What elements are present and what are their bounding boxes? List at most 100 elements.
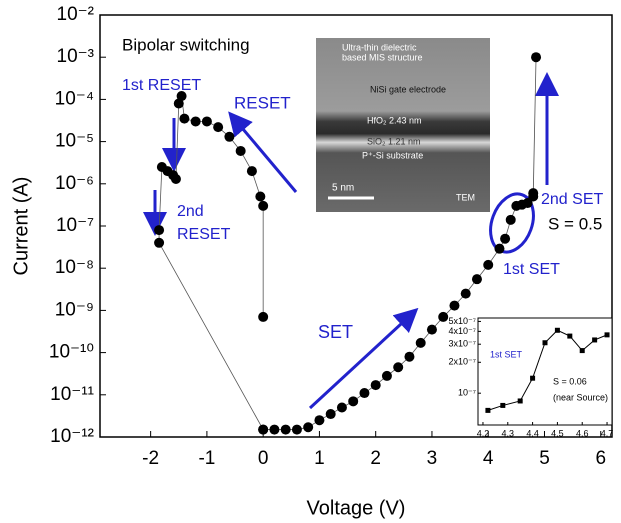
y-tick-label: 10⁻¹⁰ bbox=[49, 342, 94, 363]
x-tick-label: 4.5 bbox=[551, 428, 564, 438]
point bbox=[449, 300, 460, 311]
annotation: RESET bbox=[177, 226, 231, 243]
annotation: (near Source) bbox=[553, 392, 608, 402]
y-tick-label: 10⁻⁴ bbox=[55, 88, 94, 109]
point bbox=[522, 198, 533, 209]
annotation: HfO₂ 2.43 nm bbox=[367, 115, 422, 125]
x-tick-label: 3 bbox=[427, 448, 438, 469]
point bbox=[201, 116, 212, 127]
y-tick-label: 10⁻¹¹ bbox=[50, 384, 94, 405]
point bbox=[359, 388, 370, 399]
point bbox=[415, 337, 426, 348]
x-tick-label: -2 bbox=[142, 448, 159, 469]
point bbox=[336, 402, 347, 413]
x-tick-label: 4 bbox=[483, 448, 494, 469]
annotation: SET bbox=[318, 322, 353, 342]
point bbox=[224, 131, 235, 142]
point bbox=[303, 422, 314, 433]
point bbox=[567, 333, 573, 339]
annotation: Bipolar switching bbox=[122, 35, 250, 54]
x-tick-label: 4.7 bbox=[601, 428, 614, 438]
point bbox=[505, 214, 516, 225]
point bbox=[269, 424, 280, 435]
point bbox=[530, 375, 536, 381]
y-tick-label: 10⁻³ bbox=[57, 46, 95, 67]
y-tick-label: 3x10⁻⁷ bbox=[448, 339, 476, 349]
annotation: 5 nm bbox=[332, 183, 354, 194]
point bbox=[426, 324, 437, 335]
point bbox=[517, 398, 523, 404]
x-tick-label: 2 bbox=[370, 448, 381, 469]
annotation: based MIS structure bbox=[342, 52, 423, 62]
point bbox=[291, 424, 302, 435]
y-tick-label: 10⁻⁹ bbox=[55, 299, 94, 320]
annotation: Ultra-thin dielectric bbox=[342, 42, 417, 52]
point bbox=[528, 188, 539, 199]
point bbox=[179, 113, 190, 124]
tem-image bbox=[316, 38, 490, 212]
y-tick-label: 10⁻⁶ bbox=[55, 173, 94, 194]
point bbox=[348, 396, 359, 407]
point bbox=[579, 348, 585, 354]
x-tick-label: 1 bbox=[314, 448, 325, 469]
plot-frame bbox=[477, 317, 613, 426]
annotation: 2nd bbox=[177, 203, 204, 220]
point bbox=[554, 327, 560, 333]
point bbox=[500, 402, 506, 408]
x-tick-label: 5 bbox=[539, 448, 550, 469]
point bbox=[235, 145, 246, 156]
point bbox=[154, 237, 165, 248]
point bbox=[176, 91, 187, 102]
point bbox=[325, 409, 336, 420]
x-tick-label: -1 bbox=[198, 448, 215, 469]
y-tick-label: 5x10⁻⁷ bbox=[448, 316, 476, 326]
point bbox=[494, 243, 505, 254]
point bbox=[314, 415, 325, 426]
annotation: RESET bbox=[234, 93, 291, 112]
point bbox=[604, 332, 610, 338]
annotation: 1st RESET bbox=[122, 77, 201, 94]
point bbox=[381, 370, 392, 381]
y-tick-label: 10⁻⁵ bbox=[55, 131, 94, 152]
point bbox=[592, 337, 598, 343]
y-tick-label: 2x10⁻⁷ bbox=[448, 357, 476, 367]
x-tick-label: 4.2 bbox=[477, 428, 490, 438]
y-tick-label: 10⁻⁷ bbox=[458, 388, 476, 398]
y-axis-label: Current (A) bbox=[10, 177, 32, 276]
point bbox=[485, 407, 491, 413]
point bbox=[255, 191, 266, 202]
x-axis-label: Voltage (V) bbox=[307, 497, 406, 519]
point bbox=[280, 424, 291, 435]
x-tick-label: 0 bbox=[258, 448, 269, 469]
point bbox=[370, 380, 381, 391]
annotation: 1st SET bbox=[490, 349, 523, 359]
point bbox=[542, 340, 548, 346]
annotation: S = 0.5 bbox=[548, 214, 602, 233]
point bbox=[258, 311, 269, 322]
point bbox=[258, 200, 269, 211]
annotation: S = 0.06 bbox=[553, 376, 587, 386]
point bbox=[438, 311, 449, 322]
annotation: 1st SET bbox=[503, 261, 560, 278]
x-tick-label: 6 bbox=[595, 448, 606, 469]
point bbox=[460, 288, 471, 299]
y-tick-label: 10⁻¹² bbox=[50, 426, 94, 447]
point bbox=[500, 233, 511, 244]
point bbox=[246, 166, 257, 177]
x-tick-label: 4.6 bbox=[576, 428, 589, 438]
x-tick-label: 4.3 bbox=[502, 428, 515, 438]
y-tick-label: 10⁻⁷ bbox=[56, 215, 94, 236]
point bbox=[213, 122, 224, 133]
point bbox=[471, 274, 482, 285]
annotation: 2nd SET bbox=[541, 191, 603, 208]
point bbox=[258, 424, 269, 435]
point bbox=[154, 225, 165, 236]
point bbox=[393, 362, 404, 373]
annotation: TEM bbox=[456, 192, 475, 202]
point bbox=[404, 351, 415, 362]
y-tick-label: 10⁻⁸ bbox=[55, 257, 94, 278]
y-tick-label: 10⁻² bbox=[57, 4, 95, 25]
point bbox=[170, 173, 181, 184]
series-line bbox=[487, 329, 608, 411]
